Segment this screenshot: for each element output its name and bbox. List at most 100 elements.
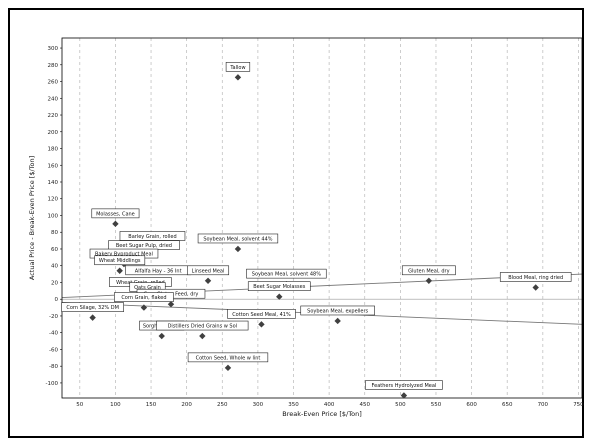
point-label-text: Soybean Meal, solvent 48% bbox=[252, 272, 321, 278]
point-label: Alfalfa Hay - 36 Int bbox=[125, 265, 191, 276]
point-label-box bbox=[197, 233, 279, 244]
point-label-text: Corn Silage, 32% DM bbox=[66, 305, 119, 311]
point-label-box bbox=[227, 309, 296, 319]
y-tick-label: 200 bbox=[48, 130, 59, 136]
y-tick-label: 300 bbox=[48, 46, 59, 52]
point-label: Molasses, Cane bbox=[91, 208, 140, 219]
point-label-box bbox=[225, 62, 251, 72]
x-tick-label: 750 bbox=[573, 402, 584, 408]
y-tick-label: -100 bbox=[46, 381, 59, 387]
data-point-marker bbox=[167, 301, 175, 308]
point-label-text: Soybean Meal, solvent 44% bbox=[203, 236, 272, 242]
point-label: Soybean Meal, expellers bbox=[300, 305, 375, 316]
plot-area-border bbox=[61, 37, 583, 399]
point-label-text: Molasses, Cane bbox=[96, 211, 135, 217]
point-label: Beet Sugar Molasses bbox=[247, 281, 311, 291]
data-point-marker bbox=[224, 364, 232, 372]
point-labels: Tallow Molasses, Cane Barley Grain, rolled… bbox=[61, 62, 572, 390]
point-label-text: Blood Meal, ring dried bbox=[508, 275, 563, 281]
point-label: Soybean Meal, solvent 44% bbox=[197, 233, 279, 244]
y-tick-label: 40 bbox=[51, 264, 58, 270]
point-label: Linseed Meal bbox=[187, 265, 230, 276]
y-tick-label: 60 bbox=[51, 247, 58, 253]
y-tick-label: 140 bbox=[48, 180, 59, 186]
y-tick-label: 100 bbox=[48, 213, 59, 219]
chart-frame bbox=[8, 8, 584, 438]
point-label-text: Distillers Dried Grains w Sol bbox=[168, 324, 237, 330]
point-label-box bbox=[300, 305, 375, 316]
point-label: Beet Sugar Pulp, dried bbox=[108, 240, 180, 250]
point-label: Cotton Seed Meal, 41% bbox=[227, 309, 296, 319]
data-point-marker bbox=[425, 277, 433, 284]
point-label-text: Barley Grain, rolled bbox=[128, 234, 176, 240]
point-label-text: Linseed Meal bbox=[192, 268, 225, 274]
data-point-marker bbox=[116, 267, 123, 274]
y-tick-label: 160 bbox=[48, 163, 59, 169]
y-tick-label: 20 bbox=[51, 280, 58, 286]
point-label: Wheat Middlings bbox=[94, 255, 146, 266]
axis-ticks: 50 100 150 200 250 300 350 400 450 500 550 600 650 70… bbox=[46, 46, 585, 408]
point-label: Gluten Meal, dry bbox=[401, 265, 456, 276]
data-point-marker bbox=[234, 245, 242, 253]
x-tick-label: 700 bbox=[538, 402, 549, 408]
x-axis-label: Break-Even Price [$/Ton] bbox=[282, 410, 362, 418]
point-label-text: Feathers Hydrolyzed Meal bbox=[372, 383, 437, 389]
point-label-text: Cotton Seed Meal, 41% bbox=[232, 312, 291, 318]
y-tick-label: 120 bbox=[48, 197, 59, 203]
y-tick-label: 240 bbox=[48, 96, 59, 102]
data-point-marker bbox=[89, 314, 96, 321]
point-label-text: Wheat Middlings bbox=[99, 258, 141, 264]
x-tick-label: 450 bbox=[359, 402, 370, 408]
data-point-marker bbox=[276, 293, 283, 300]
data-point-marker bbox=[158, 332, 165, 340]
x-tick-label: 200 bbox=[181, 402, 192, 408]
data-point-marker bbox=[334, 317, 341, 325]
point-label: Feathers Hydrolyzed Meal bbox=[365, 380, 443, 390]
data-point-marker bbox=[199, 332, 206, 340]
point-label-text: Corn Grain, flaked bbox=[121, 295, 166, 301]
point-label-text: Beet Sugar Pulp, dried bbox=[116, 243, 172, 249]
x-tick-label: 150 bbox=[146, 402, 157, 408]
point-label-box bbox=[187, 265, 230, 276]
y-tick-label: -20 bbox=[49, 314, 58, 320]
point-label-box bbox=[187, 352, 269, 363]
point-label-box bbox=[114, 292, 174, 302]
y-tick-label: 0 bbox=[55, 297, 59, 303]
data-point-marker bbox=[204, 277, 212, 284]
x-tick-label: 550 bbox=[431, 402, 442, 408]
x-tick-label: 650 bbox=[502, 402, 513, 408]
point-label-text: Gluten Meal, dry bbox=[408, 268, 449, 274]
point-label-text: Alfalfa Hay - 36 Int bbox=[135, 268, 182, 274]
point-label-text: Beet Sugar Molasses bbox=[253, 284, 305, 290]
data-point-marker bbox=[140, 304, 148, 311]
point-label-text: Soybean Meal, expellers bbox=[307, 308, 368, 314]
x-tick-label: 600 bbox=[466, 402, 477, 408]
point-label: Barley Grain, rolled bbox=[119, 231, 186, 241]
x-tick-label: 500 bbox=[395, 402, 406, 408]
point-label-box bbox=[94, 255, 146, 266]
point-label: Distillers Dried Grains w Sol bbox=[156, 320, 249, 331]
data-point-marker bbox=[400, 392, 408, 399]
x-tick-label: 300 bbox=[253, 402, 264, 408]
data-point-marker bbox=[532, 284, 539, 291]
point-label-box bbox=[247, 281, 311, 291]
point-label-box bbox=[401, 265, 456, 276]
y-tick-label: 260 bbox=[48, 80, 59, 86]
y-tick-label: -80 bbox=[49, 364, 58, 370]
point-label-box bbox=[91, 208, 140, 219]
point-label: Corn Silage, 32% DM bbox=[61, 302, 124, 312]
point-label-text: Cotton Seed, Whole w lint bbox=[196, 355, 261, 361]
y-tick-label: 180 bbox=[48, 147, 59, 153]
data-point-marker bbox=[112, 220, 119, 228]
y-tick-label: -60 bbox=[49, 347, 58, 353]
y-tick-label: 220 bbox=[48, 113, 59, 119]
point-label-box bbox=[499, 272, 572, 282]
point-label-box bbox=[246, 268, 327, 279]
x-tick-label: 100 bbox=[110, 402, 121, 408]
point-label: Corn Grain, flaked bbox=[114, 292, 174, 302]
x-tick-label: 250 bbox=[217, 402, 228, 408]
point-label: Tallow bbox=[225, 62, 251, 72]
x-tick-label: 50 bbox=[76, 402, 83, 408]
y-tick-label: -40 bbox=[49, 331, 58, 337]
